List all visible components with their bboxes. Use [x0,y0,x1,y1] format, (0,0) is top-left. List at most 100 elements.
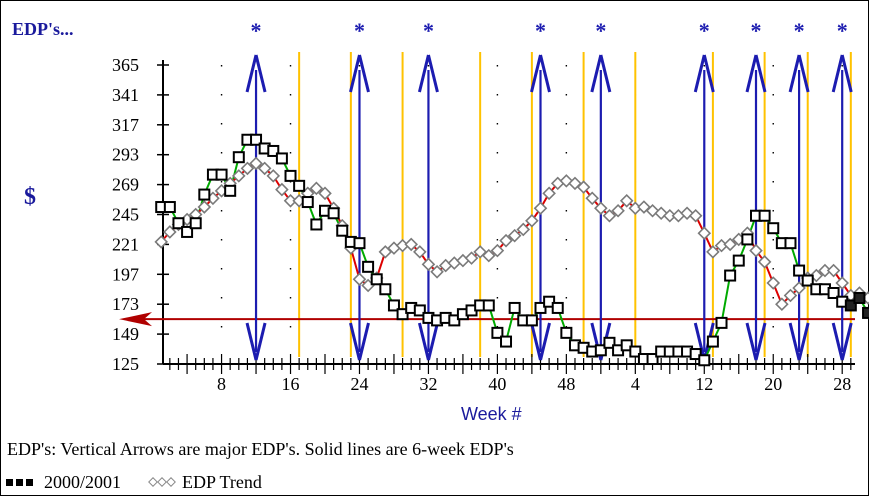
edp-trend-point [516,222,531,237]
series-2000-2001-point [551,301,564,314]
edp-trend-point [283,194,298,208]
legend-label-2000-2001: 2000/2001 [44,472,121,492]
edp-trend-point [619,194,634,208]
x-tick-label: 20 [764,374,782,394]
arrow-up-icon [417,54,439,93]
series-2000-2001-point [224,184,237,197]
arrow-up-icon [745,54,767,93]
series-2000-2001-point [198,188,211,201]
edp-trend-point [688,208,703,223]
y-tick-label: 221 [112,234,139,254]
arrow-up-icon [693,54,715,93]
edp-star-marker: * [751,18,762,43]
series-2000-2001-point [706,335,719,348]
x-tick-label: 24 [350,374,368,394]
edp-trend-point [835,276,849,290]
series-2000-2001-point [844,299,857,312]
y-tick-label: 341 [112,85,139,105]
series-2000-2001-point [267,144,280,157]
series-2000-2001-point [172,217,185,230]
edp-trend-point [421,257,436,272]
series-2000-2001-point [362,260,375,273]
edp-trend-point [464,251,479,265]
edp-star-marker: * [251,18,262,43]
arrow-up-icon [349,54,370,93]
series-2000-2001-point [232,151,245,164]
edp-star-marker: * [535,18,546,43]
y-tick-label: 293 [112,145,139,165]
edp-trend-point [706,245,720,259]
x-tick-label: 12 [695,374,713,394]
edp-trend-point [766,276,781,290]
series-2000-2001-point [698,354,711,367]
edp-trend-point [628,201,643,216]
edp-star-marker: * [354,18,365,43]
series-2000-2001-point [275,152,288,165]
edp-trend-point [783,288,798,303]
series-2000-2001-point [741,233,754,246]
y-tick-label: 245 [112,205,139,225]
series-2000-2001-point [379,283,392,296]
legend-square-icon [6,479,33,486]
y-tick-label: 149 [112,324,139,344]
edp-trend-point [395,238,410,253]
edp-trend-point [352,272,367,287]
edp-trend-point [723,237,737,252]
series-2000-2001-point [801,274,814,287]
series-2000-2001-point [603,336,616,349]
edp-trend-point [240,161,255,176]
y-tick-label: 269 [112,175,139,195]
series-2000-2001-point [327,207,340,220]
series-2000-2001-point [853,291,866,304]
edp-trend-point [525,213,539,228]
series-2000-2001-point [732,254,745,267]
series-2000-2001-point [310,218,323,231]
legend-label-edp-trend: EDP Trend [182,472,262,492]
edp-star-marker: * [794,18,805,43]
edp-trend-point [585,191,600,206]
series-2000-2001-point [500,335,513,348]
edp-trend-point [318,186,332,201]
arrow-up-icon [245,54,267,93]
plot-area: 125 149 173 197 221 245 269 293 317 341 365 8 16 24 32… [112,18,869,394]
arrow-down-icon [745,322,767,361]
series-2000-2001-point [629,345,642,358]
x-tick-label: 48 [557,374,575,394]
arrow-up-icon [831,54,853,93]
series-2000-2001-point [534,301,547,314]
legend-diamond-icon [148,477,176,487]
x-tick-label: 40 [488,374,506,394]
series-2000-2001-point [620,339,633,352]
x-tick-label: 8 [217,374,226,394]
series-2000-2001-point [189,217,202,230]
series-2000-2001-point [284,169,297,182]
y-tick-label: 173 [112,294,139,314]
y-tick-label: 365 [112,55,139,75]
series-2000-2001-point [482,299,495,312]
edp-trend-point [775,297,789,311]
series-2000-2001-point [543,295,556,308]
series-2000-2001-point [560,326,573,339]
series-2000-2001-point [387,299,400,312]
edp-trend-point [594,201,608,216]
legend: 2000/2001 EDP Trend [6,472,262,492]
edp-trend-point [818,263,832,278]
chart-title: EDP's... [12,19,74,39]
y-tick-label: 125 [112,354,139,374]
arrow-down-icon [417,322,439,361]
edp-trend-point [576,180,591,194]
series-2000-2001-point [827,286,840,299]
reference-arrow-icon [119,312,152,327]
edp-trend-point [611,203,625,218]
series-2000-2001-point [413,304,426,317]
series-2000-2001-point [525,314,538,327]
series-2000-2001-point [396,308,409,321]
y-tick-label: 317 [112,115,139,135]
edp-trend-point [275,182,289,197]
series-2000-2001-point [215,168,228,181]
series-2000-2001-point [181,225,194,238]
edp-trend-point [266,169,281,183]
series-2000-2001-point [370,273,383,286]
edp-trend-point [232,169,246,183]
